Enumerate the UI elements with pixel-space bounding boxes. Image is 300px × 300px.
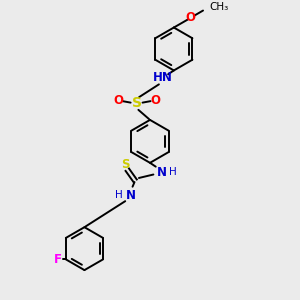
Text: HN: HN xyxy=(153,71,173,84)
Text: N: N xyxy=(126,188,136,202)
Text: O: O xyxy=(150,94,160,107)
Text: H: H xyxy=(116,190,123,200)
Text: S: S xyxy=(121,158,130,171)
Text: F: F xyxy=(54,253,62,266)
Text: S: S xyxy=(132,96,142,110)
Text: CH₃: CH₃ xyxy=(210,2,229,12)
Text: H: H xyxy=(169,167,177,177)
Text: O: O xyxy=(185,11,195,25)
Text: O: O xyxy=(113,94,123,107)
Text: N: N xyxy=(157,166,167,178)
